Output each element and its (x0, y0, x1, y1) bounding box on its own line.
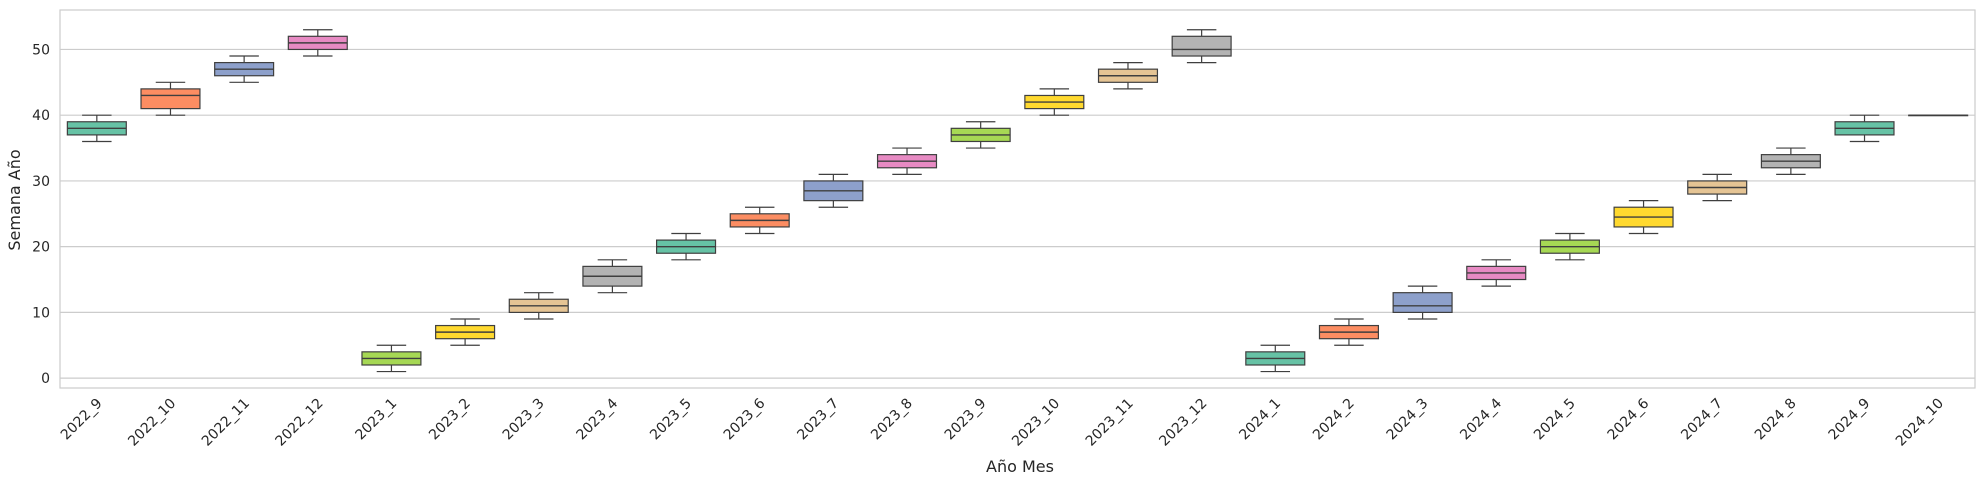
plot-frame (59, 9, 1976, 389)
y-tick-label: 50 (32, 42, 50, 58)
x-tick-label: 2024_3 (1384, 396, 1432, 444)
box-iqr (1171, 35, 1232, 57)
x-tick-label: 2023_11 (1083, 396, 1137, 450)
box-2024_10 (1908, 114, 1969, 117)
x-axis-label: Año Mes (986, 457, 1054, 476)
box-iqr (1392, 292, 1453, 313)
x-tick-label: 2023_1 (353, 396, 401, 444)
box-2022_12 (287, 29, 348, 57)
x-tick-label: 2024_10 (1893, 396, 1947, 450)
box-2023_4 (582, 259, 643, 294)
x-tick-label: 2024_2 (1310, 396, 1358, 444)
x-tick-label: 2023_10 (1009, 396, 1063, 450)
grid-lines (60, 48, 1975, 379)
box-2024_8 (1760, 147, 1821, 175)
box-2024_5 (1539, 232, 1600, 261)
x-tick-label: 2023_7 (794, 396, 842, 444)
x-tick-label: 2023_3 (500, 396, 548, 444)
x-tick-label: 2024_9 (1826, 396, 1874, 444)
box-2023_6 (729, 206, 790, 235)
y-tick-label: 10 (32, 305, 50, 321)
x-tick-label: 2023_9 (942, 396, 990, 444)
x-tick-label: 2023_12 (1156, 396, 1210, 450)
box-2023_3 (508, 292, 569, 320)
x-tick-label: 2022_11 (199, 396, 253, 450)
x-tick-label: 2024_6 (1605, 395, 1653, 443)
x-tick-label: 2023_5 (647, 396, 695, 444)
box-2023_9 (950, 121, 1011, 149)
x-tick-label: 2024_7 (1678, 396, 1726, 444)
box-2023_1 (361, 344, 422, 373)
box-2024_3 (1392, 285, 1453, 320)
box-iqr (140, 88, 201, 110)
x-tick-label: 2024_1 (1236, 396, 1284, 444)
y-tick-label: 0 (41, 371, 50, 387)
box-2024_9 (1834, 114, 1895, 143)
x-tick-labels: 2022_9 2022_10 2022_11 2022_12 2023_1 2023_2 2… (58, 395, 1947, 449)
box-2022_11 (214, 55, 275, 83)
box-2023_10 (1024, 88, 1085, 116)
x-tick-label: 2022_10 (125, 396, 179, 450)
x-tick-label: 2022_9 (58, 396, 106, 444)
box-2024_2 (1318, 318, 1380, 346)
x-tick-label: 2023_8 (868, 396, 916, 444)
x-tick-label: 2023_6 (721, 395, 769, 443)
box-2024_4 (1466, 259, 1527, 287)
y-tick-labels: 0 10 20 30 40 50 (32, 42, 50, 387)
box-2023_12 (1171, 29, 1232, 64)
x-tick-label: 2022_12 (273, 396, 327, 450)
x-tick-label: 2024_5 (1531, 396, 1579, 444)
box-2024_7 (1687, 173, 1748, 202)
box-2023_7 (803, 173, 864, 208)
box-2024_1 (1245, 344, 1306, 373)
box-2022_9 (66, 114, 127, 143)
y-tick-label: 30 (32, 174, 50, 190)
box-2022_10 (140, 81, 201, 116)
x-tick-label: 2024_4 (1457, 395, 1505, 443)
boxes-group (66, 29, 1969, 373)
box-2023_8 (876, 147, 938, 175)
x-tick-label: 2023_4 (573, 395, 621, 443)
box-2023_5 (655, 232, 717, 261)
x-tick-label: 2024_8 (1752, 396, 1800, 444)
y-axis-label: Semana Año (5, 149, 24, 250)
box-2024_6 (1613, 200, 1674, 235)
x-tick-label: 2023_2 (426, 396, 474, 444)
y-tick-label: 20 (32, 240, 50, 256)
box-2023_11 (1097, 61, 1159, 90)
y-tick-label: 40 (32, 108, 50, 124)
box-2023_2 (435, 318, 496, 346)
